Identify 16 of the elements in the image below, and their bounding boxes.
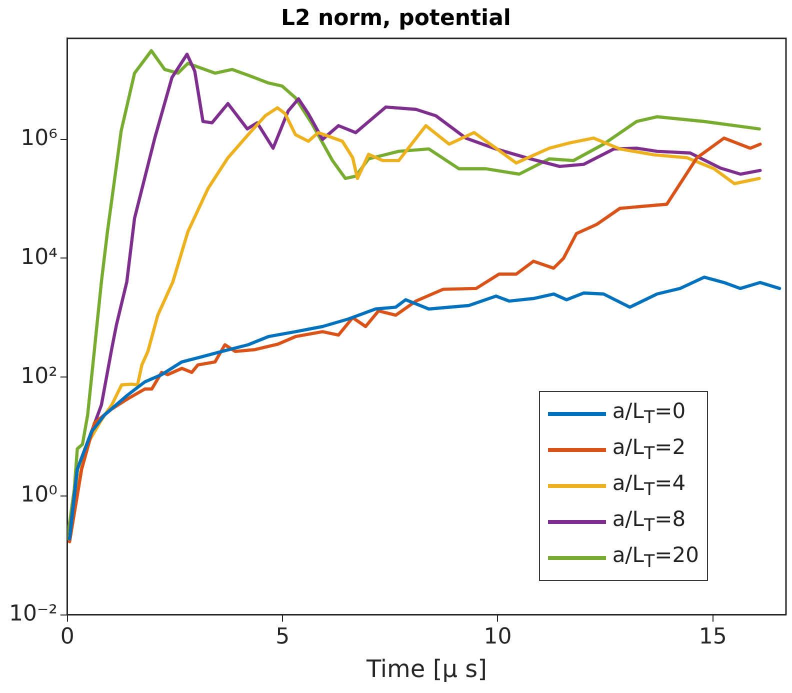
legend-label: a/L$_{T}$=0 — [612, 399, 686, 428]
x-tick-label: 0 — [60, 624, 74, 650]
legend-label: a/L$_{T}$=2 — [612, 435, 686, 464]
x-tick-label: 15 — [698, 624, 727, 650]
y-tick-label: 10⁻² — [8, 602, 58, 627]
chart-title: L2 norm, potential — [281, 6, 511, 31]
y-tick-label: 10⁰ — [20, 482, 58, 508]
y-tick-label: 10⁴ — [20, 244, 58, 270]
x-tick-label: 10 — [484, 624, 512, 650]
x-tick-label: 5 — [276, 624, 290, 650]
y-tick-label: 10⁶ — [20, 126, 58, 152]
x-axis-title: Time [μ s] — [365, 654, 487, 683]
y-tick-label: 10² — [20, 364, 58, 389]
legend-label: a/L$_{T}$=20 — [612, 543, 699, 572]
legend-label: a/L$_{T}$=8 — [612, 507, 686, 536]
legend-label: a/L$_{T}$=4 — [612, 471, 686, 500]
